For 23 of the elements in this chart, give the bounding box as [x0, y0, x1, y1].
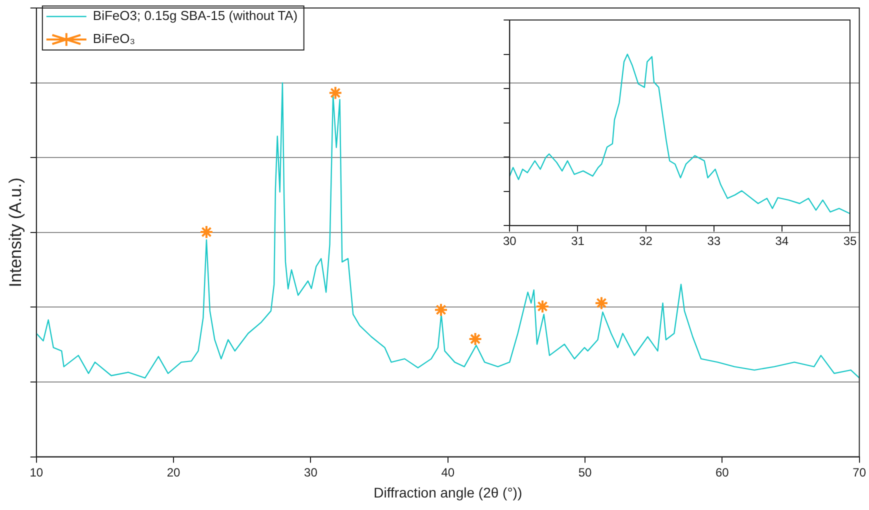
x-tick-label: 40 — [441, 465, 455, 480]
x-tick-label: 30 — [502, 234, 517, 248]
x-tick-label: 34 — [775, 234, 789, 248]
point — [434, 302, 448, 317]
x-tick-label: 35 — [843, 234, 857, 248]
x-tick-label: 70 — [852, 465, 866, 480]
x-tick-label: 20 — [166, 465, 181, 480]
x-tick-label: 30 — [304, 465, 318, 480]
x-tick-label: 33 — [707, 234, 721, 248]
x-tick-label: 50 — [578, 465, 592, 480]
x-axis-title: Diffraction angle (2θ (°)) — [374, 484, 522, 500]
legend-label: BiFeO₃ — [92, 31, 136, 46]
point — [536, 299, 550, 314]
point — [594, 296, 608, 310]
x-tick-label: 60 — [715, 465, 730, 480]
point — [199, 225, 214, 240]
x-tick-label: 10 — [30, 465, 44, 480]
x-tick-label: 32 — [639, 234, 653, 248]
y-axis-title: Intensity (A.u.) — [6, 178, 25, 288]
legend-label: BiFeO3; 0.15g SBA-15 (without TA) — [92, 8, 298, 24]
point — [328, 86, 342, 100]
x-tick-label: 31 — [571, 234, 585, 248]
point — [468, 332, 482, 346]
